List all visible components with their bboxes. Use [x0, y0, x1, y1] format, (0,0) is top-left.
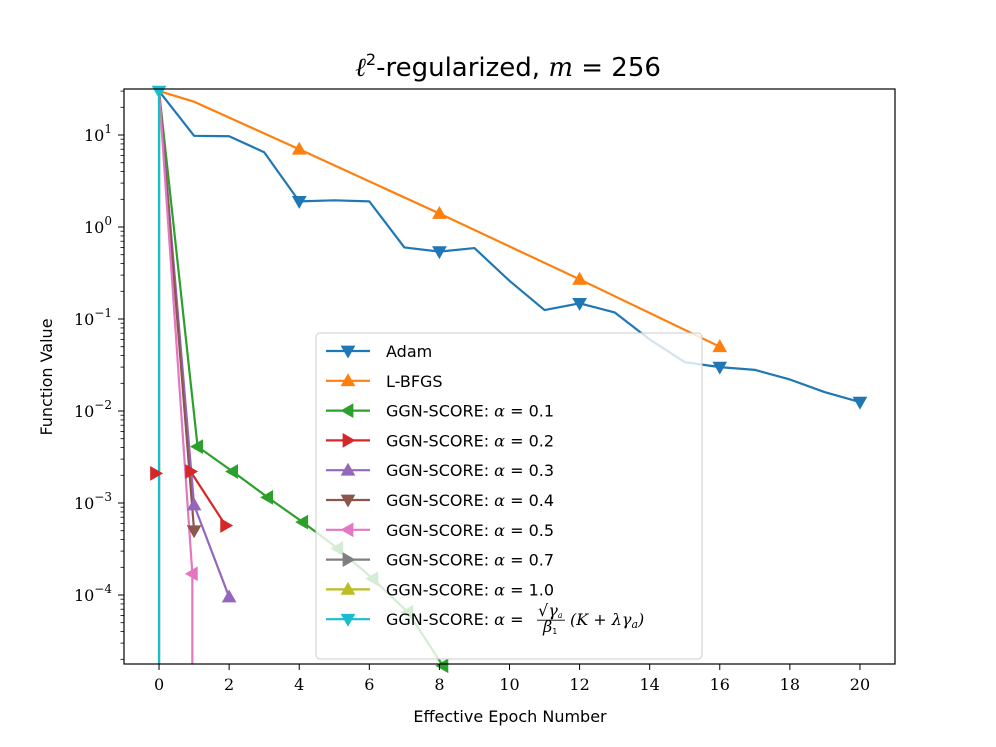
series-marker-2: [225, 464, 239, 479]
legend-marker: [340, 403, 354, 418]
legend-label: GGN-SCORE: α = 1.0: [386, 580, 554, 599]
series-marker-3: [220, 518, 234, 533]
legend-item: GGN-SCORE: α = 0.1: [326, 402, 554, 421]
legend-label: GGN-SCORE: α = 0.5: [386, 521, 554, 540]
x-tick-label: 10: [499, 675, 519, 694]
series-marker-0: [291, 195, 307, 209]
legend-label: GGN-SCORE: α =: [386, 610, 523, 629]
x-tick-label: 20: [850, 675, 870, 694]
series-marker-3: [185, 464, 199, 479]
series-marker-6: [184, 566, 198, 582]
series-marker-2: [190, 439, 203, 454]
legend-marker: [340, 345, 356, 359]
legend-item: GGN-SCORE: α = 0.5: [326, 521, 554, 540]
legend-marker: [340, 373, 356, 387]
svg-text:β1: β1: [542, 617, 557, 636]
series-marker-0: [712, 361, 728, 375]
y-axis-ticks: 101 100 10−1 10−2 10−3 10−4: [74, 90, 124, 660]
series-marker-1: [712, 339, 728, 353]
svg-text:(K + λγa): (K + λγa): [570, 610, 644, 631]
title-var: m: [548, 53, 573, 83]
x-tick-label: 12: [569, 675, 589, 694]
series-line-1: [158, 90, 721, 348]
svg-text:ℓ2-regularized, m = 256: ℓ2-regularized, m = 256: [355, 50, 661, 83]
series-marker-0: [572, 297, 587, 311]
x-tick-label: 8: [434, 675, 444, 694]
series-marker-0: [852, 396, 868, 410]
plot-area: 0 2 4 6 8 10 12 14 16 18 20 101 100 10−1 10−2 10−3 10−4: [74, 85, 896, 694]
title-text: -regularized,: [376, 53, 548, 83]
series-marker-2: [295, 514, 309, 530]
y-tick-label: 101: [84, 122, 112, 145]
legend-label: GGN-SCORE: α = 0.1: [386, 402, 554, 421]
y-tick-label: 10−2: [74, 398, 112, 421]
series-marker-0: [432, 246, 447, 260]
x-tick-label: 2: [224, 675, 234, 694]
series-marker-2: [435, 658, 449, 674]
legend-label: GGN-SCORE: α = 0.2: [386, 431, 554, 450]
title-sup: 2: [366, 50, 376, 69]
legend-marker: [340, 462, 356, 476]
series-marker-1: [572, 271, 587, 285]
x-tick-label: 0: [154, 675, 164, 694]
legend-item: L-BFGS: [326, 372, 443, 391]
series-marker-1: [291, 141, 307, 155]
series-marker-4: [186, 497, 202, 511]
x-axis-ticks: 0 2 4 6 8 10 12 14 16 18 20: [154, 664, 870, 694]
series-marker-2: [260, 490, 274, 505]
chart-title: ℓ2-regularized, m = 256: [355, 50, 661, 83]
legend-label: GGN-SCORE: α = 0.7: [386, 551, 554, 570]
y-tick-label: 100: [84, 214, 112, 237]
series-marker-1: [432, 206, 447, 219]
series-marker-5: [186, 525, 202, 539]
title-eq: = 256: [573, 53, 661, 83]
legend-marker: [340, 494, 356, 508]
title-ell: ℓ: [355, 53, 366, 83]
legend-item: GGN-SCORE: α = 0.7: [326, 551, 554, 570]
legend-item: GGN-SCORE: α = 1.0: [326, 580, 554, 599]
series-marker-4: [221, 589, 237, 603]
y-tick-label: 10−3: [74, 490, 112, 513]
x-tick-label: 16: [710, 675, 730, 694]
legend: Adam L-BFGS GGN-SCORE: α = 0.1 GGN-SCORE: α…: [315, 332, 703, 660]
x-tick-label: 18: [780, 675, 800, 694]
series-line-0: [158, 90, 861, 404]
legend-label: GGN-SCORE: α = 0.3: [386, 461, 554, 480]
legend-box: [315, 332, 703, 660]
legend-marker: [340, 613, 356, 627]
y-axis-label: Function Value: [37, 318, 56, 435]
legend-marker: [342, 433, 356, 448]
legend-item: GGN-SCORE: α = 0.2: [326, 431, 554, 450]
series-marker-3: [150, 465, 164, 481]
legend-marker: [340, 522, 354, 538]
y-tick-label: 10−1: [74, 306, 112, 329]
legend-item: Adam: [326, 342, 432, 361]
x-tick-label: 6: [364, 675, 374, 694]
y-tick-label: 10−4: [74, 582, 112, 605]
legend-label: GGN-SCORE: α = 0.4: [386, 491, 554, 510]
x-tick-label: 4: [294, 675, 304, 694]
x-tick-label: 14: [640, 675, 660, 694]
legend-marker: [340, 581, 356, 595]
legend-label: L-BFGS: [386, 372, 443, 391]
series-line-6: [157, 91, 194, 664]
legend-label: Adam: [386, 342, 432, 361]
svg-text:√γa: √γa: [538, 601, 563, 620]
legend-item: GGN-SCORE: α = 0.3: [326, 461, 554, 480]
legend-item: GGN-SCORE: α = 0.4: [326, 491, 554, 510]
legend-marker: [342, 552, 356, 567]
x-axis-label: Effective Epoch Number: [413, 707, 607, 726]
